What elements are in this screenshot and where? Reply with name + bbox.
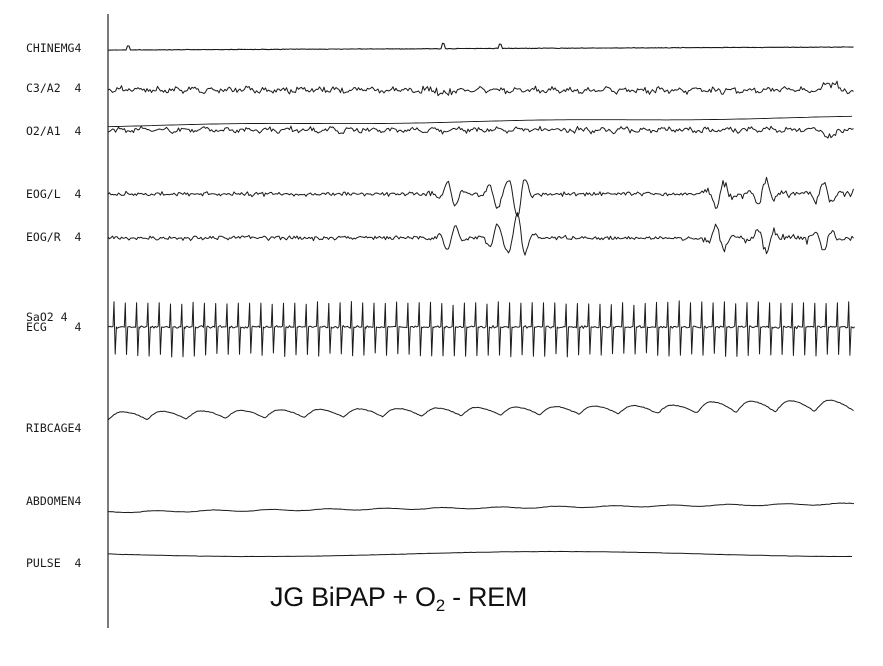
trace-ecg <box>107 300 856 358</box>
caption-prefix: JG BiPAP + O <box>270 582 436 612</box>
channel-label-ribcage: RIBCAGE4 <box>26 421 82 435</box>
channel-label-sao2: SaO2 4 <box>26 310 68 324</box>
trace-o2a1 <box>107 125 854 139</box>
trace-ribcage <box>107 399 854 421</box>
channel-label-ecg: ECG 4 <box>26 320 82 334</box>
channel-label-eogl: EOG/L 4 <box>26 187 82 201</box>
caption-suffix: - REM <box>444 582 528 612</box>
figure-caption: JG BiPAP + O2 - REM <box>270 582 527 616</box>
channel-label-c3a2: C3/A2 4 <box>26 81 82 95</box>
trace-eogr <box>107 212 854 256</box>
channel-label-o2a1: O2/A1 4 <box>26 124 82 138</box>
channel-label-pulse: PULSE 4 <box>26 556 82 570</box>
trace-chinemg <box>107 42 854 51</box>
trace-eogl <box>107 176 854 217</box>
caption-subscript: 2 <box>435 596 445 615</box>
trace-c3a2 <box>107 80 854 97</box>
trace-abdomen <box>107 502 855 514</box>
trace-o2a1-baseline <box>107 115 853 128</box>
channel-label-abdomen: ABDOMEN4 <box>26 494 82 508</box>
trace-pulse <box>108 550 853 558</box>
channel-label-chinemg: CHINEMG4 <box>26 41 82 55</box>
channel-label-eogr: EOG/R 4 <box>26 230 82 244</box>
